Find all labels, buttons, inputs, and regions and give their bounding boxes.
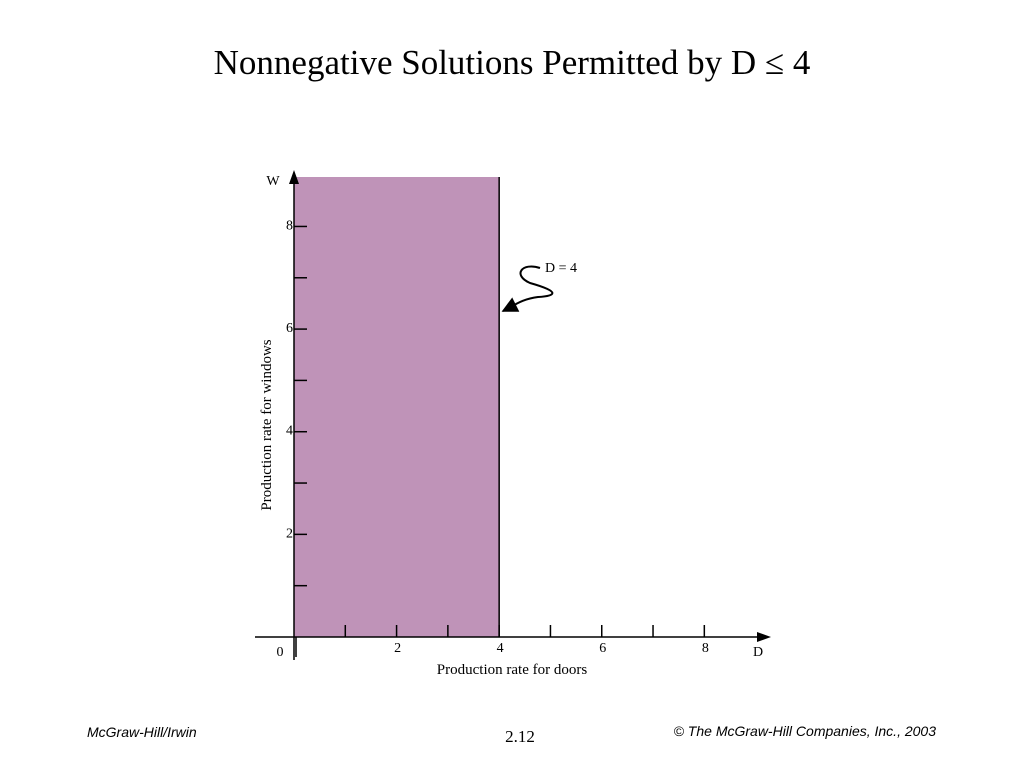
x-axis-title: Production rate for doors [437, 662, 588, 678]
footer-center: 2.12 [505, 727, 535, 746]
footer-right: © The McGraw-Hill Companies, Inc., 2003 [674, 723, 937, 739]
x-axis-arrow [757, 632, 771, 642]
y-tick-label: 2 [286, 526, 293, 541]
footer-left: McGraw-Hill/Irwin [87, 724, 197, 740]
y-tick-label: 8 [286, 218, 293, 233]
plot: D W Production rate for doors Production ra… [255, 170, 771, 678]
annotation-arrow [501, 265, 554, 312]
y-axis-arrow [289, 170, 299, 184]
y-tick-label: 4 [286, 424, 293, 439]
x-tick-label: 6 [599, 641, 606, 656]
y-axis-title: Production rate for windows [259, 339, 275, 510]
x-tick-label: 4 [497, 641, 504, 656]
x-tick-label: 0 [277, 645, 284, 660]
x-tick-label: 8 [702, 641, 709, 656]
feasible-region [294, 177, 500, 637]
y-tick-label: 6 [286, 321, 293, 336]
x-axis-label: D [753, 645, 763, 660]
y-axis-label: W [266, 174, 280, 189]
slide-title: Nonnegative Solutions Permitted by D ≤ 4 [214, 43, 811, 82]
x-tick-label: 2 [394, 641, 401, 656]
annotation: D = 4 [545, 261, 577, 276]
